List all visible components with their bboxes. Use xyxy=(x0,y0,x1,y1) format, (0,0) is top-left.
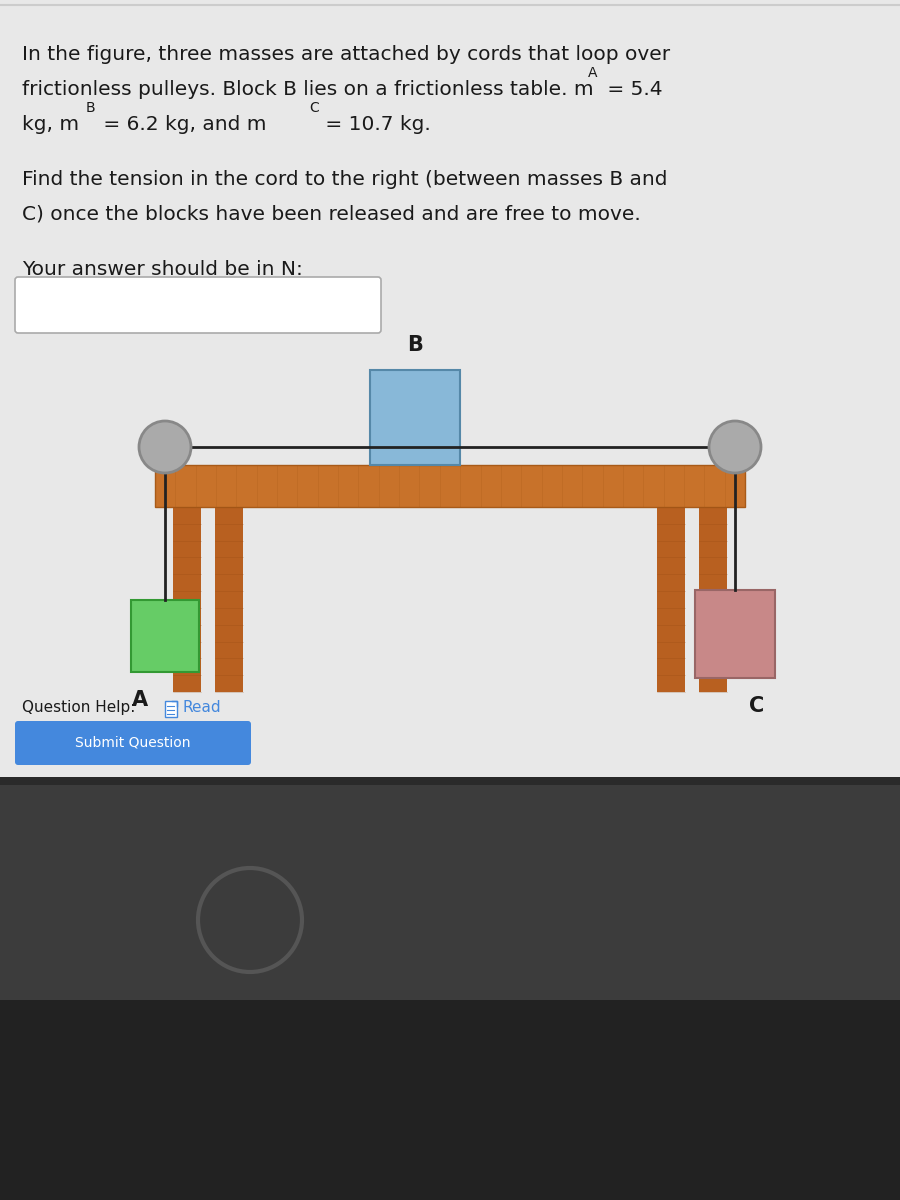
Bar xyxy=(215,506,243,692)
Text: Question Help:: Question Help: xyxy=(22,700,135,715)
Bar xyxy=(155,464,745,506)
Text: B: B xyxy=(86,101,95,115)
Text: Your answer should be in N:: Your answer should be in N: xyxy=(22,260,303,278)
Text: kg, m: kg, m xyxy=(22,115,79,134)
Text: = 5.4: = 5.4 xyxy=(601,80,662,98)
Bar xyxy=(165,701,177,716)
Bar xyxy=(173,506,201,692)
FancyBboxPatch shape xyxy=(15,277,381,332)
Text: Find the tension in the cord to the right (between masses B and: Find the tension in the cord to the righ… xyxy=(22,170,668,188)
Text: A: A xyxy=(588,66,598,80)
Text: Submit Question: Submit Question xyxy=(76,736,191,750)
Text: frictionless pulleys. Block B lies on a frictionless table. m: frictionless pulleys. Block B lies on a … xyxy=(22,80,594,98)
Bar xyxy=(0,1000,900,1200)
Bar xyxy=(0,778,900,785)
Text: In the figure, three masses are attached by cords that loop over: In the figure, three masses are attached… xyxy=(22,44,670,64)
Bar xyxy=(699,506,727,692)
Text: A: A xyxy=(132,690,148,710)
Bar xyxy=(0,780,900,1200)
FancyBboxPatch shape xyxy=(15,721,251,766)
Text: B: B xyxy=(407,335,423,355)
Bar xyxy=(370,370,460,464)
Text: = 6.2 kg, and m: = 6.2 kg, and m xyxy=(97,115,266,134)
Bar xyxy=(131,600,199,672)
Circle shape xyxy=(709,421,761,473)
Text: C) once the blocks have been released and are free to move.: C) once the blocks have been released an… xyxy=(22,205,641,224)
Text: C: C xyxy=(750,696,765,716)
Text: Read: Read xyxy=(183,700,221,715)
Text: C: C xyxy=(309,101,319,115)
Bar xyxy=(695,590,775,678)
Circle shape xyxy=(139,421,191,473)
Text: = 10.7 kg.: = 10.7 kg. xyxy=(319,115,431,134)
Bar xyxy=(657,506,685,692)
Bar xyxy=(0,0,900,830)
